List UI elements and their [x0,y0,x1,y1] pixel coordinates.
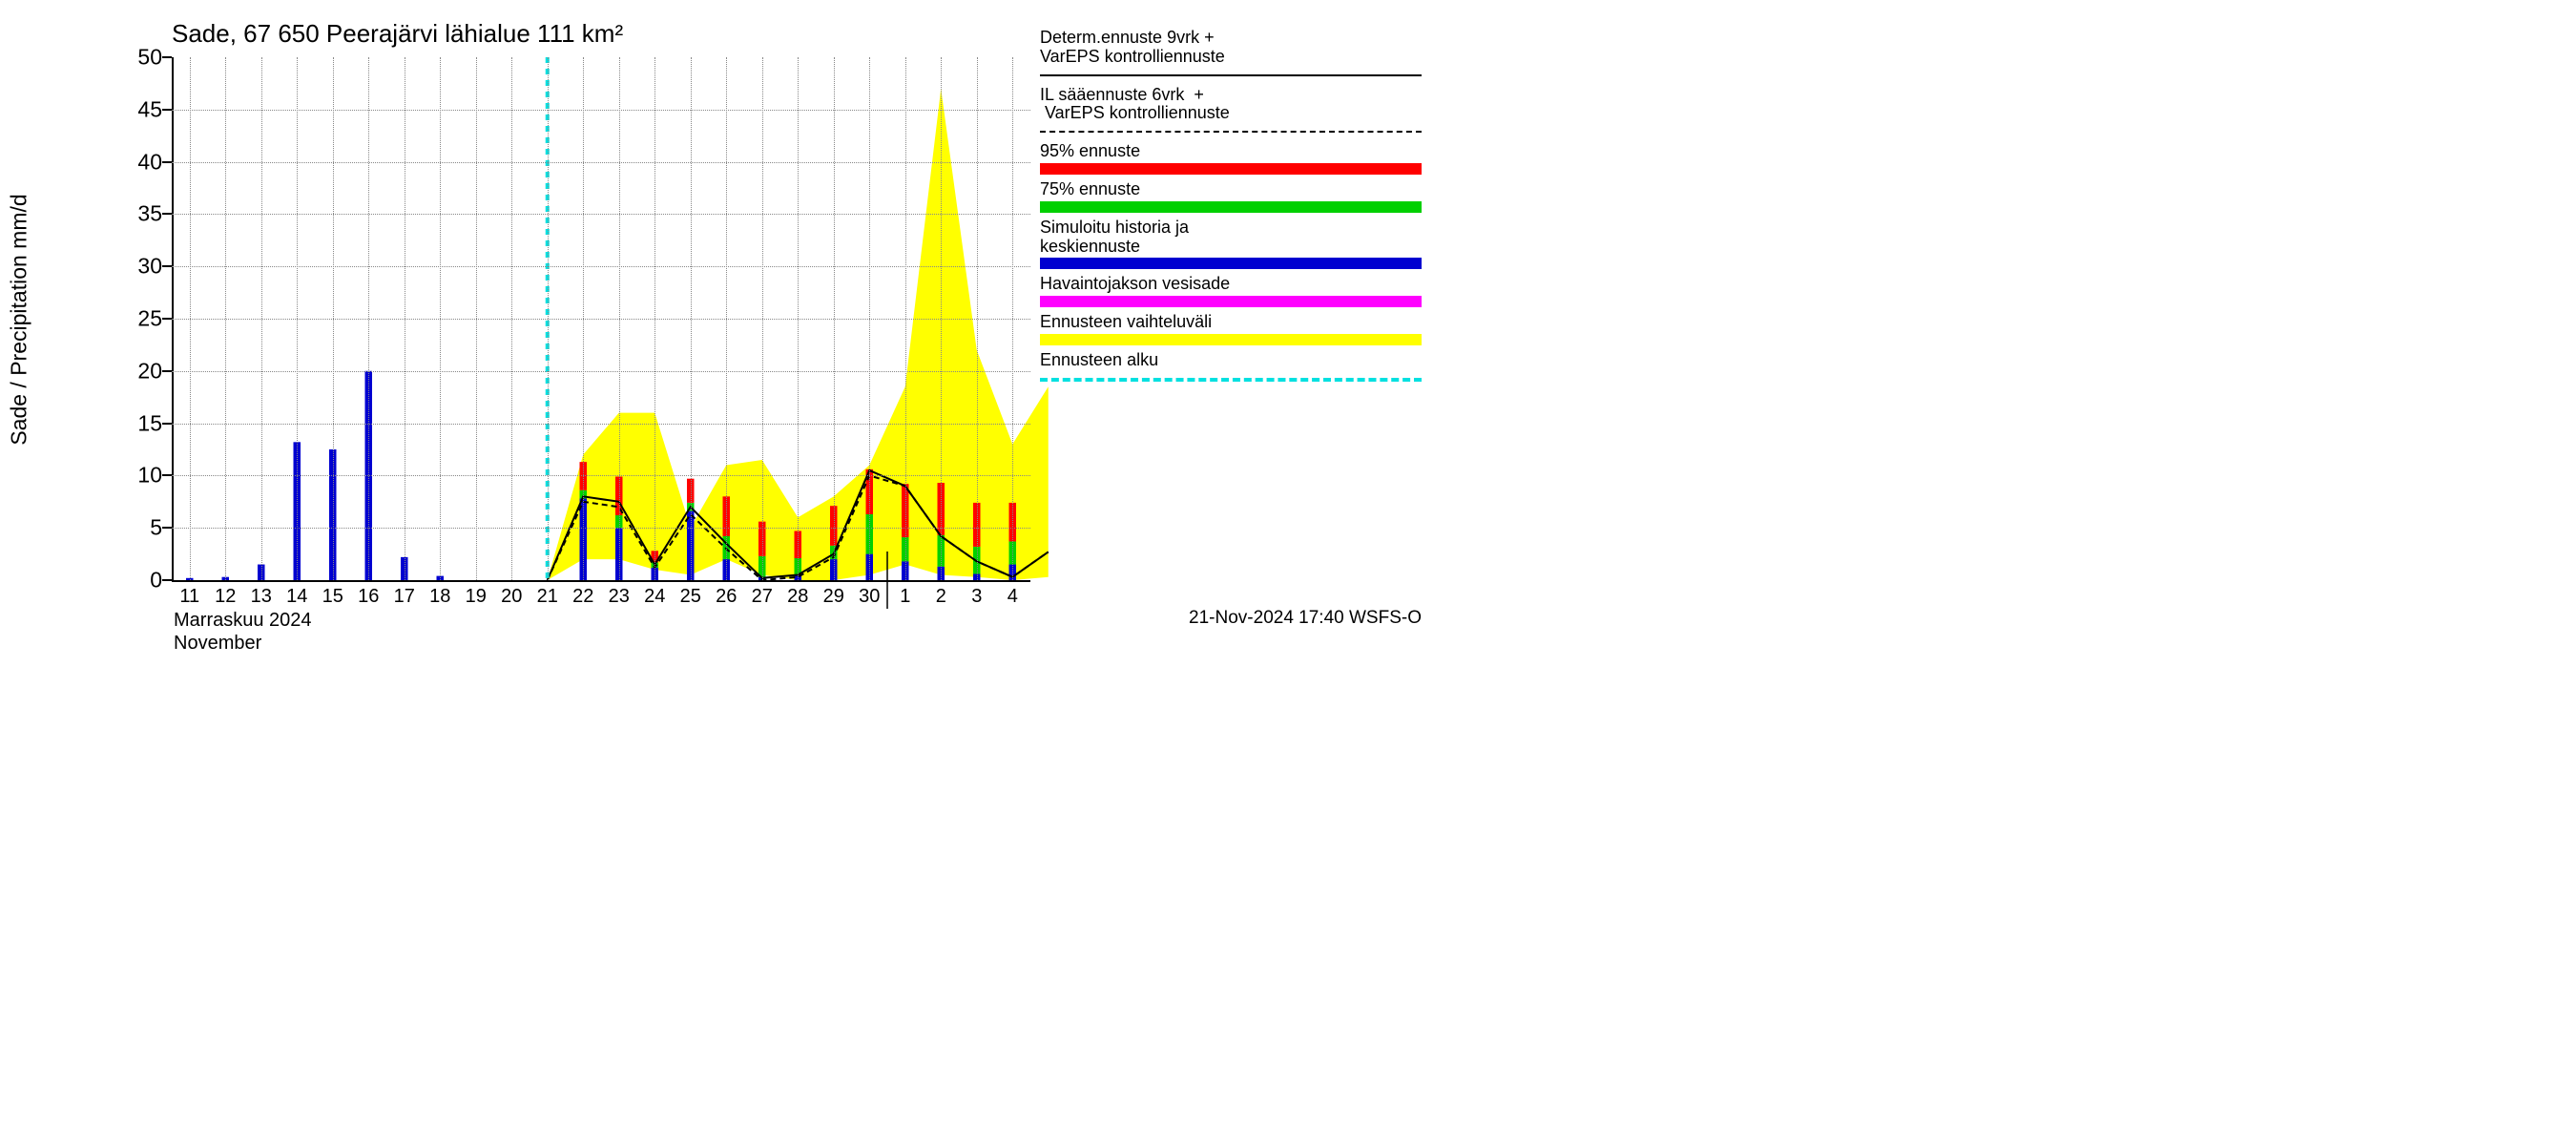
x-tick-label: 20 [501,580,522,608]
legend-swatch [1040,125,1422,136]
legend-swatch [1040,296,1422,307]
legend-label: Ennusteen alku [1040,351,1422,370]
x-tick-label: 19 [466,580,487,608]
legend: Determ.ennuste 9vrk + VarEPS kontrollien… [1040,29,1422,389]
x-tick-label: 23 [609,580,630,608]
legend-item: 75% ennuste [1040,180,1422,213]
x-tick-label: 2 [936,580,946,608]
x-tick-label: 11 [179,580,199,608]
plot-area: Marraskuu 2024 November 0510152025303540… [172,57,1030,582]
x-tick-label: 18 [429,580,450,608]
y-axis-label: Sade / Precipitation mm/d [7,194,32,445]
x-tick-label: 30 [859,580,880,608]
x-tick-label: 25 [680,580,701,608]
x-tick-label: 21 [537,580,558,608]
x-tick-label: 12 [215,580,236,608]
legend-item: Havaintojakson vesisade [1040,275,1422,307]
legend-label: 95% ennuste [1040,142,1422,161]
legend-item: 95% ennuste [1040,142,1422,175]
x-tick-label: 13 [251,580,272,608]
legend-label: Havaintojakson vesisade [1040,275,1422,294]
chart-container: Sade / Precipitation mm/d Sade, 67 650 P… [0,0,1431,636]
x-tick-label: 27 [752,580,773,608]
x-tick-label: 4 [1008,580,1018,608]
legend-swatch [1040,163,1422,175]
legend-label: 75% ennuste [1040,180,1422,199]
x-tick-label: 3 [971,580,982,608]
x-tick-label: 29 [823,580,844,608]
legend-swatch [1040,372,1422,384]
legend-swatch [1040,201,1422,213]
x-tick-label: 28 [787,580,808,608]
legend-label: Simuloitu historia ja keskiennuste [1040,219,1422,257]
legend-item: Ennusteen alku [1040,351,1422,384]
legend-swatch [1040,258,1422,269]
x-tick-label: 14 [286,580,307,608]
x-tick-label: 17 [394,580,415,608]
x-tick-label: 16 [358,580,379,608]
legend-label: Ennusteen vaihteluväli [1040,313,1422,332]
timestamp-label: 21-Nov-2024 17:40 WSFS-O [1189,608,1422,629]
legend-item: Ennusteen vaihteluväli [1040,313,1422,345]
x-tick-label: 26 [716,580,737,608]
legend-swatch [1040,334,1422,345]
x-tick-label: 24 [644,580,665,608]
x-tick-label: 15 [322,580,343,608]
x-tick-label: 1 [900,580,910,608]
x-tick-label: 22 [572,580,593,608]
legend-item: Determ.ennuste 9vrk + VarEPS kontrollien… [1040,29,1422,80]
chart-title: Sade, 67 650 Peerajärvi lähialue 111 km² [172,19,623,49]
legend-label: IL sääennuste 6vrk + VarEPS kontrollienn… [1040,86,1422,124]
legend-swatch [1040,69,1422,80]
legend-item: IL sääennuste 6vrk + VarEPS kontrollienn… [1040,86,1422,137]
legend-item: Simuloitu historia ja keskiennuste [1040,219,1422,270]
legend-label: Determ.ennuste 9vrk + VarEPS kontrollien… [1040,29,1422,67]
